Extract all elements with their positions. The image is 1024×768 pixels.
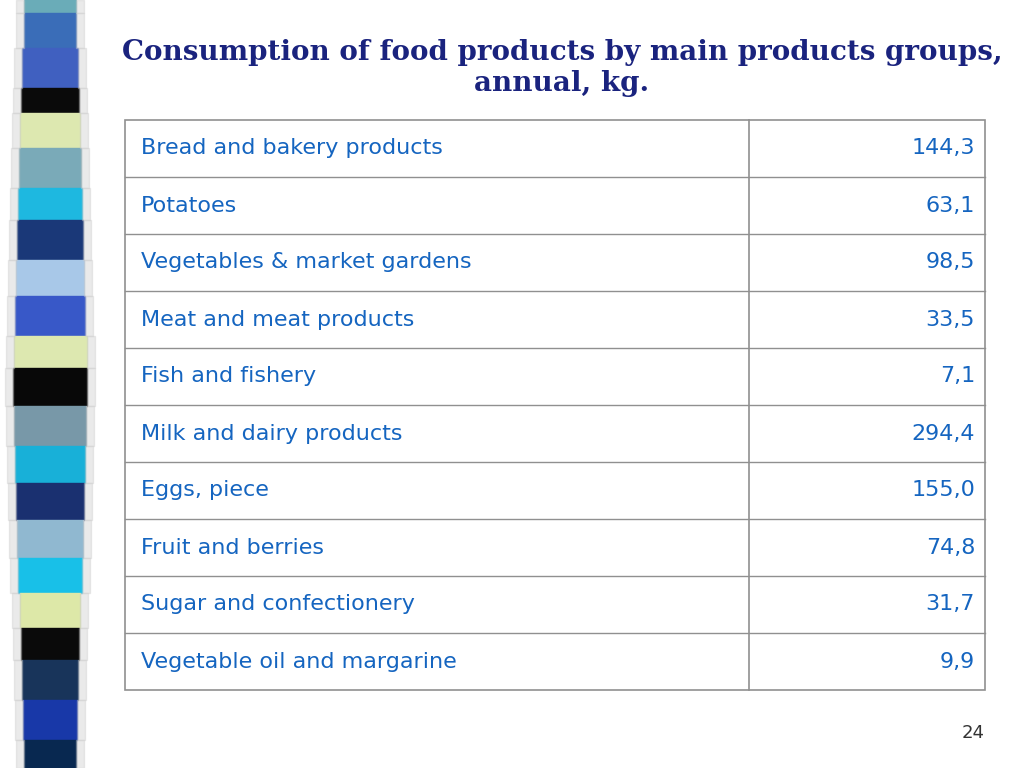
Bar	[81, 593, 88, 628]
Bar	[86, 336, 94, 368]
Bar	[18, 188, 82, 220]
Text: 24: 24	[962, 724, 985, 742]
Bar	[5, 336, 13, 368]
Bar	[19, 593, 81, 628]
Bar	[8, 483, 16, 520]
Bar	[15, 700, 23, 740]
Text: Consumption of food products by main products groups,
annual, kg.: Consumption of food products by main pro…	[122, 39, 1002, 97]
Text: Eggs, piece: Eggs, piece	[141, 481, 269, 501]
Bar	[12, 628, 20, 660]
Bar	[84, 483, 92, 520]
Bar	[14, 296, 85, 336]
Bar	[11, 148, 19, 188]
Bar	[18, 558, 82, 593]
Text: Milk and dairy products: Milk and dairy products	[141, 423, 402, 443]
Bar	[80, 113, 88, 148]
Text: 294,4: 294,4	[911, 423, 975, 443]
Bar	[83, 520, 91, 558]
Bar	[13, 406, 86, 446]
Bar	[16, 0, 25, 13]
Text: Fruit and berries: Fruit and berries	[141, 538, 324, 558]
Bar	[13, 660, 22, 700]
Text: Fish and fishery: Fish and fishery	[141, 366, 316, 386]
Bar	[14, 48, 23, 88]
Bar	[8, 260, 15, 296]
Bar	[25, 0, 76, 13]
Bar	[20, 628, 80, 660]
Bar	[20, 113, 80, 148]
Bar	[16, 483, 84, 520]
Bar	[12, 113, 20, 148]
Bar	[24, 13, 77, 48]
Bar	[85, 446, 93, 483]
Bar	[76, 0, 84, 13]
Text: 98,5: 98,5	[926, 253, 975, 273]
Bar	[22, 88, 79, 113]
Bar	[13, 88, 22, 113]
Bar	[7, 446, 15, 483]
Bar	[84, 260, 92, 296]
Bar	[125, 120, 985, 690]
Bar	[82, 558, 89, 593]
Text: Vegetables & market gardens: Vegetables & market gardens	[141, 253, 472, 273]
Text: 144,3: 144,3	[911, 138, 975, 158]
Text: Meat and meat products: Meat and meat products	[141, 310, 415, 329]
Bar	[9, 220, 17, 260]
Bar	[17, 220, 83, 260]
Bar	[77, 13, 84, 48]
Text: 63,1: 63,1	[926, 196, 975, 216]
Bar	[79, 88, 87, 113]
Text: 31,7: 31,7	[926, 594, 975, 614]
Bar	[78, 660, 86, 700]
Bar	[15, 260, 84, 296]
Text: Bread and bakery products: Bread and bakery products	[141, 138, 442, 158]
Text: Vegetable oil and margarine: Vegetable oil and margarine	[141, 651, 457, 671]
Bar	[23, 700, 77, 740]
Text: 155,0: 155,0	[911, 481, 975, 501]
Bar	[15, 446, 85, 483]
Bar	[83, 220, 91, 260]
Bar	[19, 148, 81, 188]
Bar	[76, 740, 84, 768]
Bar	[81, 148, 89, 188]
Bar	[78, 48, 86, 88]
Bar	[23, 48, 78, 88]
Text: Potatoes: Potatoes	[141, 196, 238, 216]
Text: 9,9: 9,9	[940, 651, 975, 671]
Bar	[13, 336, 86, 368]
Bar	[22, 660, 78, 700]
Bar	[4, 368, 12, 406]
Bar	[86, 406, 94, 446]
Text: 7,1: 7,1	[940, 366, 975, 386]
Bar	[87, 368, 95, 406]
Bar	[16, 740, 24, 768]
Bar	[6, 296, 14, 336]
Text: 74,8: 74,8	[926, 538, 975, 558]
Bar	[10, 558, 18, 593]
Bar	[10, 188, 18, 220]
Bar	[80, 628, 87, 660]
Bar	[15, 13, 24, 48]
Text: 33,5: 33,5	[926, 310, 975, 329]
Bar	[12, 368, 87, 406]
Bar	[82, 188, 90, 220]
Bar	[11, 593, 19, 628]
Text: Sugar and confectionery: Sugar and confectionery	[141, 594, 415, 614]
Bar	[6, 406, 13, 446]
Bar	[77, 700, 85, 740]
Bar	[24, 740, 76, 768]
Bar	[9, 520, 17, 558]
Bar	[85, 296, 93, 336]
Bar	[17, 520, 83, 558]
